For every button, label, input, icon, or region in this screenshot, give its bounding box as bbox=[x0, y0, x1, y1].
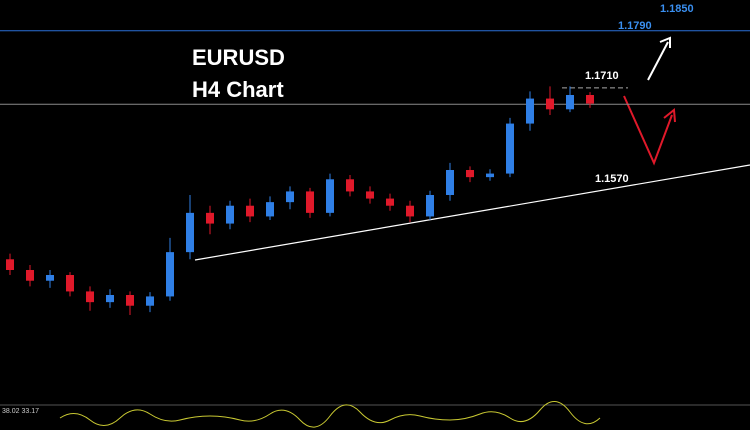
candle-body bbox=[126, 295, 134, 306]
candle-body bbox=[206, 212, 214, 224]
candle-body bbox=[306, 191, 314, 213]
candle-body bbox=[446, 170, 454, 195]
candle-body bbox=[166, 252, 174, 297]
candle-body bbox=[246, 205, 254, 217]
level-label: 1.1790 bbox=[618, 20, 652, 32]
candle-body bbox=[506, 123, 514, 174]
level-label: 1.1710 bbox=[585, 70, 619, 82]
chart-subtitle: H4 Chart bbox=[192, 77, 284, 102]
candle-body bbox=[266, 202, 274, 217]
candle-body bbox=[326, 179, 334, 213]
candle-body bbox=[346, 179, 354, 192]
candle-body bbox=[66, 275, 74, 292]
candle-body bbox=[406, 205, 414, 217]
up-arrow bbox=[647, 36, 671, 81]
candle-body bbox=[106, 295, 114, 303]
chart-title: EURUSD bbox=[192, 45, 285, 70]
candle-body bbox=[46, 275, 54, 281]
scenario-arrow bbox=[623, 95, 676, 166]
candle-body bbox=[86, 291, 94, 303]
candle-body bbox=[466, 170, 474, 178]
candle-body bbox=[546, 98, 554, 110]
candle-body bbox=[586, 95, 594, 104]
candle-body bbox=[526, 98, 534, 124]
candle-body bbox=[566, 95, 574, 110]
candle-body bbox=[486, 173, 494, 178]
candle-body bbox=[6, 259, 14, 270]
candle-body bbox=[286, 191, 294, 203]
candle-body bbox=[226, 205, 234, 224]
candle-body bbox=[426, 195, 434, 217]
candle-body bbox=[386, 198, 394, 206]
level-label: 1.1850 bbox=[660, 3, 694, 15]
indicator-values: 38.02 33.17 bbox=[2, 408, 39, 415]
candle-body bbox=[146, 296, 154, 306]
oscillator bbox=[59, 401, 601, 428]
trendline bbox=[194, 164, 750, 261]
candle-body bbox=[26, 270, 34, 281]
candle-body bbox=[186, 212, 194, 253]
level-label: 1.1570 bbox=[595, 173, 629, 185]
candle-body bbox=[366, 191, 374, 199]
